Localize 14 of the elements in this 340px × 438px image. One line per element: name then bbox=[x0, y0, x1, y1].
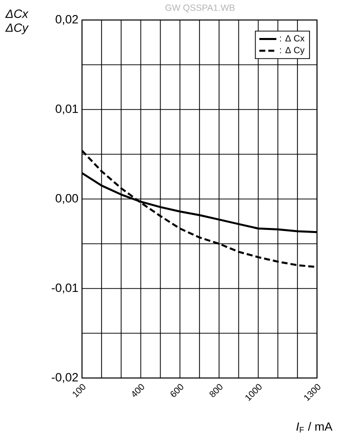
x-tick-label: 800 bbox=[210, 384, 222, 398]
y-tick-label: -0,01 bbox=[52, 284, 78, 294]
legend-label: : Δ Cx bbox=[280, 35, 304, 42]
y-tick-label: 0,00 bbox=[56, 194, 78, 204]
x-tick-label: 600 bbox=[170, 384, 184, 397]
y-tick-label: 0,02 bbox=[56, 15, 78, 25]
text: GW QSSPA1.WB bbox=[165, 4, 235, 12]
y-tick-label: 0,01 bbox=[56, 104, 78, 114]
y-axis-title: ΔCx ΔCy bbox=[5, 10, 29, 34]
legend-label: : Δ Cy bbox=[280, 46, 305, 55]
x-tick-label: 400 bbox=[132, 384, 144, 397]
x-tick-label: 100 bbox=[72, 384, 86, 398]
y-tick-label: -0,02 bbox=[52, 373, 78, 383]
x-axis-title: I$_{F}$ / mA bbox=[296, 422, 332, 432]
